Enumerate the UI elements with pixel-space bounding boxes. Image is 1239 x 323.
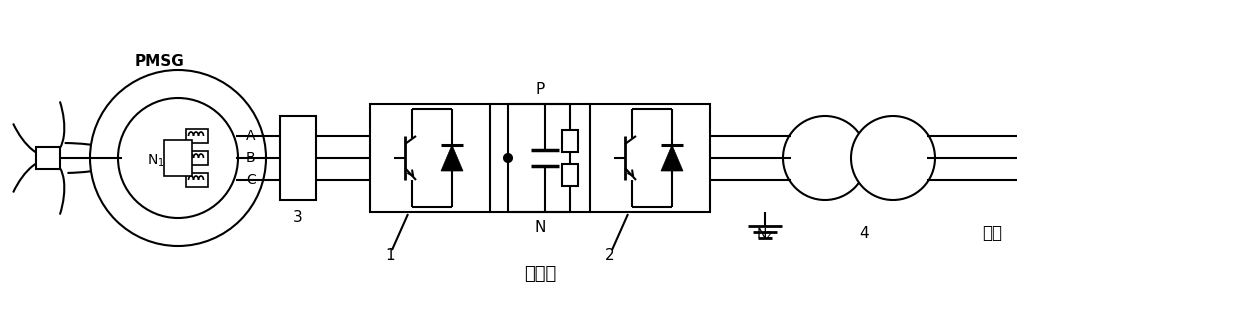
- Text: PMSG: PMSG: [135, 54, 185, 68]
- Text: N: N: [534, 221, 545, 235]
- Text: P: P: [535, 82, 545, 98]
- Text: 1: 1: [385, 248, 395, 264]
- Circle shape: [90, 70, 266, 246]
- Text: 电网: 电网: [983, 224, 1002, 242]
- Bar: [590, 104, 710, 212]
- Text: 4: 4: [859, 225, 869, 241]
- Text: C: C: [247, 173, 255, 187]
- Polygon shape: [660, 145, 683, 171]
- Text: N₂: N₂: [757, 227, 773, 241]
- Text: 3: 3: [294, 211, 302, 225]
- Polygon shape: [441, 145, 463, 171]
- Bar: [186, 173, 208, 187]
- Bar: [186, 151, 208, 165]
- Text: B: B: [247, 151, 255, 165]
- Bar: [36, 147, 59, 169]
- Bar: [563, 130, 579, 152]
- Circle shape: [504, 154, 512, 162]
- Bar: [280, 116, 316, 200]
- Text: A: A: [247, 129, 255, 143]
- Bar: [563, 164, 579, 186]
- Text: N$_1$: N$_1$: [147, 153, 165, 169]
- Text: 2: 2: [605, 248, 615, 264]
- Circle shape: [851, 116, 935, 200]
- Bar: [370, 104, 489, 212]
- Bar: [164, 140, 192, 176]
- Circle shape: [118, 98, 238, 218]
- Circle shape: [783, 116, 867, 200]
- Bar: [186, 129, 208, 143]
- Text: 变流器: 变流器: [524, 265, 556, 283]
